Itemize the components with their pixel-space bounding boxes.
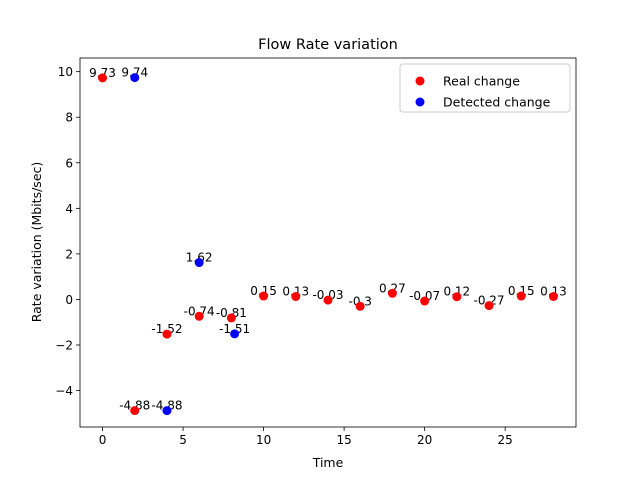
data-label: -0.74: [184, 304, 215, 318]
x-tick-label: 20: [417, 433, 432, 447]
real-change-point: [226, 313, 236, 323]
x-tick-label: 5: [179, 433, 187, 447]
y-tick-label: 4: [65, 202, 73, 216]
real-change-point: [516, 291, 526, 301]
data-label: -0.81: [216, 306, 247, 320]
data-label: 0.13: [540, 284, 567, 298]
detected-change-point: [130, 73, 140, 83]
data-label: -0.03: [312, 288, 343, 302]
x-tick-label: 10: [256, 433, 271, 447]
data-label: 0.13: [282, 284, 309, 298]
real-change-point: [484, 301, 494, 311]
chart-title: Flow Rate variation: [258, 37, 398, 53]
axes: 0 5 10 15 20 25 −4 −2 0 2 4 6 8 10: [55, 65, 512, 447]
data-label: -0.27: [474, 294, 505, 308]
y-axis-label: Rate variation (Mbits/sec): [29, 162, 44, 323]
data-label: -0.3: [348, 294, 371, 308]
real-change-point: [162, 329, 172, 339]
real-change-point: [259, 291, 269, 301]
y-tick-label: 2: [65, 247, 73, 261]
x-axis-label: Time: [312, 455, 344, 470]
x-tick-label: 25: [498, 433, 513, 447]
y-tick-label: 0: [65, 293, 73, 307]
real-change-point: [130, 406, 140, 416]
legend-marker: [415, 97, 425, 107]
data-label: 0.27: [379, 281, 406, 295]
real-change-point: [420, 296, 430, 306]
data-label: 9.73: [89, 66, 116, 80]
plot-frame: [79, 57, 577, 428]
y-tick-label: 6: [65, 156, 73, 170]
real-change-point: [194, 311, 204, 321]
x-tick-label: 15: [336, 433, 351, 447]
legend: Real change Detected change: [399, 63, 571, 113]
data-points: [98, 73, 558, 416]
real-change-point: [355, 301, 365, 311]
data-label: -0.07: [409, 289, 440, 303]
data-label: -1.51: [219, 322, 250, 336]
y-tick-label: 10: [58, 65, 73, 79]
data-label: -4.88: [119, 399, 150, 413]
x-tick-label: 0: [99, 433, 107, 447]
detected-change-point: [230, 329, 240, 339]
data-label: 9.74: [121, 66, 148, 80]
y-tick-label: 8: [65, 111, 73, 125]
real-change-point: [98, 73, 108, 83]
data-label: -4.88: [151, 399, 182, 413]
data-label: 0.12: [443, 285, 470, 299]
data-label: 0.15: [250, 284, 277, 298]
real-change-point: [548, 291, 558, 301]
data-label: -1.52: [151, 322, 182, 336]
legend-box: [399, 63, 571, 113]
y-tick-label: −4: [55, 384, 73, 398]
real-change-point: [291, 291, 301, 301]
legend-marker: [415, 76, 425, 86]
data-label: 0.15: [508, 284, 535, 298]
real-change-point: [323, 295, 333, 305]
data-label: 1.62: [186, 251, 213, 265]
y-tick-label: −2: [55, 339, 73, 353]
legend-entry: Real change: [443, 74, 520, 89]
real-change-point: [387, 288, 397, 298]
detected-change-point: [194, 258, 204, 268]
real-change-point: [452, 292, 462, 302]
legend-entry: Detected change: [443, 95, 551, 110]
axes-frame: [79, 57, 577, 428]
data-labels: 9.73-4.88-1.52-0.74 -0.810.15 0.13 -0.03 -0.…: [89, 66, 567, 413]
detected-change-point: [162, 406, 172, 416]
